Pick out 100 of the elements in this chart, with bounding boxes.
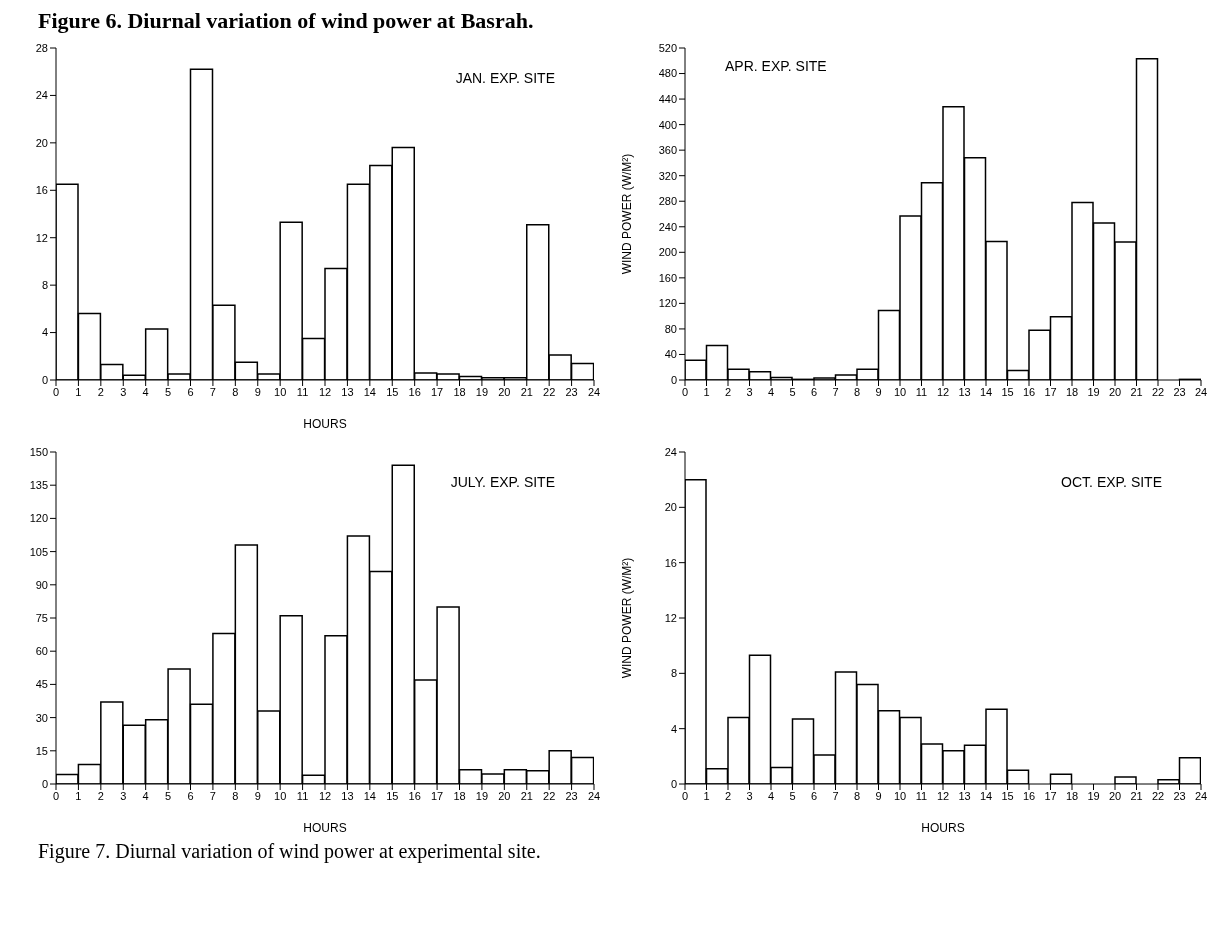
x-tick-label: 21 (1130, 385, 1143, 398)
y-tick-label: 160 (658, 271, 677, 284)
x-tick-label: 16 (408, 385, 421, 398)
y-tick-label: 8 (41, 279, 48, 292)
x-tick-label: 4 (142, 385, 149, 398)
y-tick-label: 400 (658, 118, 677, 131)
x-tick-label: 5 (165, 789, 172, 802)
x-tick-label: 1 (75, 385, 82, 398)
x-tick-label: 20 (498, 789, 511, 802)
x-tick-label: 21 (520, 385, 533, 398)
x-axis-title: HOURS (303, 417, 347, 431)
x-tick-label: 12 (936, 385, 950, 398)
x-tick-label: 6 (187, 385, 194, 398)
y-tick-label: 90 (35, 578, 48, 591)
y-tick-label: 20 (664, 501, 677, 514)
x-tick-label: 17 (1044, 385, 1057, 398)
x-tick-label: 12 (318, 789, 332, 802)
y-tick-label: 16 (35, 184, 48, 197)
x-tick-label: 20 (1108, 789, 1122, 802)
x-tick-label: 23 (565, 789, 578, 802)
x-tick-label: 15 (386, 789, 399, 802)
y-tick-label: 20 (35, 136, 48, 149)
x-tick-label: 0 (681, 789, 689, 802)
x-tick-label: 19 (475, 385, 489, 398)
x-tick-label: 8 (853, 385, 861, 398)
y-tick-label: 520 (658, 41, 677, 54)
y-tick-label: 480 (658, 67, 677, 80)
x-tick-label: 24 (1194, 385, 1208, 398)
x-tick-label: 13 (958, 385, 971, 398)
x-tick-label: 16 (408, 789, 421, 802)
x-tick-label: 20 (498, 385, 511, 398)
x-tick-label: 22 (543, 789, 556, 802)
annotation: JULY. EXP. SITE (450, 474, 555, 490)
x-tick-label: 11 (296, 385, 309, 398)
x-tick-label: 2 (97, 789, 104, 802)
y-tick-label: 40 (664, 348, 677, 361)
x-tick-label: 2 (724, 789, 732, 802)
y-tick-label: 24 (35, 89, 48, 102)
x-tick-label: 21 (520, 789, 533, 802)
x-tick-label: 8 (232, 789, 239, 802)
x-tick-label: 11 (915, 385, 928, 398)
x-tick-label: 18 (1065, 789, 1079, 802)
annotation: OCT. EXP. SITE (1061, 474, 1162, 490)
x-tick-label: 15 (386, 385, 399, 398)
x-tick-label: 24 (1194, 789, 1208, 802)
y-axis-title: WIND POWER (W/M²) (620, 153, 635, 275)
x-tick-label: 22 (1151, 385, 1165, 398)
x-tick-label: 23 (1173, 789, 1186, 802)
x-tick-label: 4 (767, 789, 775, 802)
x-tick-label: 15 (1001, 385, 1014, 398)
x-tick-label: 12 (936, 789, 950, 802)
y-tick-label: 16 (664, 556, 677, 569)
y-tick-label: 280 (658, 195, 677, 208)
x-tick-label: 17 (430, 789, 444, 802)
annotation: APR. EXP. SITE (725, 58, 827, 74)
x-tick-label: 1 (703, 385, 710, 398)
x-tick-label: 22 (1151, 789, 1165, 802)
x-tick-label: 23 (1173, 385, 1186, 398)
y-axis-title: WIND POWER (W/M²) (620, 557, 635, 679)
chart-title: Figure 6. Diurnal variation of wind power at Basrah. (37, 8, 535, 35)
x-tick-label: 24 (587, 789, 601, 802)
x-tick-label: 3 (746, 385, 753, 398)
x-tick-label: 7 (832, 385, 839, 398)
x-tick-label: 0 (681, 385, 689, 398)
x-tick-label: 7 (209, 385, 216, 398)
x-tick-label: 3 (746, 789, 753, 802)
x-tick-label: 2 (97, 385, 104, 398)
y-tick-label: 8 (670, 667, 677, 680)
x-tick-label: 19 (475, 789, 489, 802)
x-tick-label: 1 (75, 789, 82, 802)
x-tick-label: 22 (543, 385, 556, 398)
x-tick-label: 18 (453, 385, 466, 398)
y-tick-label: 120 (29, 512, 48, 525)
x-tick-label: 18 (453, 789, 466, 802)
x-tick-label: 18 (1065, 385, 1079, 398)
x-tick-label: 10 (274, 789, 287, 802)
y-tick-label: 0 (670, 777, 677, 790)
x-tick-label: 11 (296, 789, 309, 802)
y-tick-label: 0 (670, 373, 677, 386)
x-tick-label: 13 (341, 385, 354, 398)
x-tick-label: 19 (1087, 385, 1100, 398)
x-tick-label: 7 (209, 789, 216, 802)
x-tick-label: 9 (254, 789, 261, 802)
x-tick-label: 1 (703, 789, 710, 802)
x-tick-label: 7 (832, 789, 839, 802)
x-tick-label: 4 (142, 789, 149, 802)
x-tick-label: 13 (958, 789, 971, 802)
y-tick-label: 240 (658, 220, 677, 233)
y-tick-label: 440 (658, 92, 677, 105)
y-tick-label: 105 (29, 545, 48, 558)
y-tick-label: 0 (41, 777, 48, 790)
annotation: JAN. EXP. SITE (455, 70, 555, 86)
x-tick-label: 5 (789, 789, 796, 802)
x-tick-label: 14 (363, 789, 376, 802)
y-tick-label: 12 (664, 611, 677, 624)
y-tick-label: 320 (658, 169, 677, 182)
x-tick-label: 10 (893, 789, 907, 802)
y-tick-label: 28 (35, 41, 48, 54)
y-tick-label: 4 (41, 326, 48, 339)
y-tick-label: 12 (35, 231, 48, 244)
